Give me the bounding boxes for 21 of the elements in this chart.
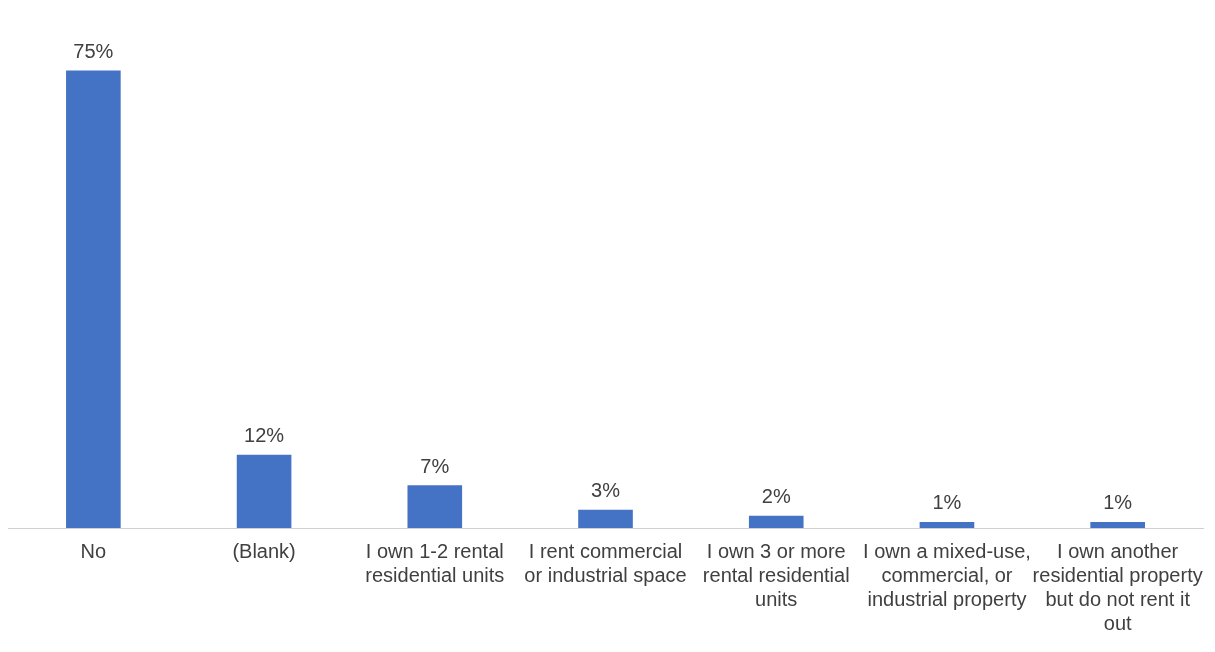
bar: [1090, 521, 1145, 528]
bar: [919, 521, 975, 528]
bar: [748, 515, 804, 528]
bar: [236, 454, 292, 528]
bar: [578, 509, 633, 528]
x-tick-label: I own 1-2 rental residential units: [365, 539, 505, 586]
bar: [66, 70, 121, 528]
x-tick-label: I own another residential property but do not rent it out: [1032, 539, 1203, 634]
data-label: 2%: [761, 485, 791, 508]
data-label: 1%: [1103, 491, 1133, 514]
x-tick-label: I own a mixed-use, commercial, or industrial property: [863, 539, 1031, 610]
x-tick-label: I rent commercial or industrial space: [524, 539, 687, 586]
data-label: 1%: [932, 491, 962, 514]
data-label: 3%: [591, 479, 621, 502]
x-tick-label: No: [80, 539, 107, 562]
x-tick-label: I own 3 or more rental residential units: [702, 539, 850, 610]
data-label: 75%: [73, 40, 114, 63]
data-label: 12%: [244, 424, 285, 447]
data-label: 7%: [420, 454, 450, 477]
x-tick-label: (Blank): [232, 539, 296, 562]
bar: [407, 485, 463, 528]
